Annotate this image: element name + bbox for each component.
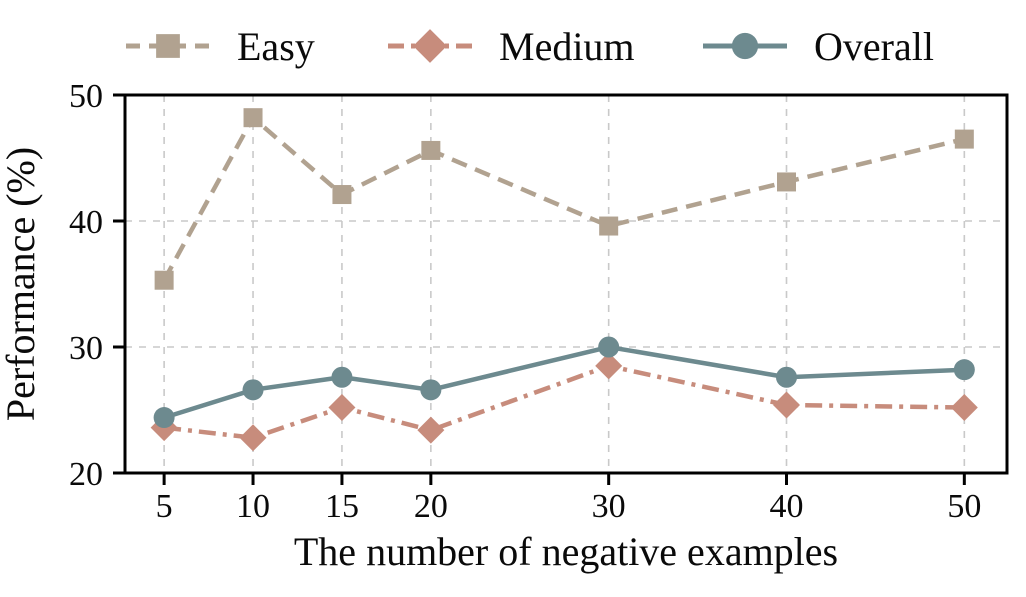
series-medium-markers <box>150 352 978 452</box>
square-marker <box>332 185 352 205</box>
diamond-marker <box>328 393 356 421</box>
x-tick-label: 20 <box>414 488 448 525</box>
x-tick-label: 40 <box>770 488 804 525</box>
series-overall-markers <box>153 336 975 429</box>
plot-border <box>123 93 1009 475</box>
x-tick-label: 10 <box>236 488 270 525</box>
legend-item-medium: Medium <box>388 24 635 69</box>
y-axis-title: Performance (%) <box>0 147 43 421</box>
x-tick-label: 5 <box>156 488 173 525</box>
series-easy-markers <box>154 108 974 290</box>
circle-marker <box>953 359 975 381</box>
y-tick-label: 30 <box>69 330 103 367</box>
x-tick-label: 50 <box>947 488 981 525</box>
square-marker <box>421 140 441 160</box>
legend-item-easy: Easy <box>126 24 315 69</box>
circle-marker <box>776 366 797 388</box>
diamond-marker <box>595 352 623 380</box>
legend-label: Medium <box>499 24 635 69</box>
x-axis: 5 10 15 20 30 40 50 <box>156 473 981 525</box>
legend-label: Overall <box>814 24 934 69</box>
y-tick-label: 20 <box>69 456 103 493</box>
square-marker <box>243 108 263 128</box>
y-tick-label: 50 <box>69 78 103 115</box>
circle-marker <box>242 379 264 401</box>
square-marker <box>954 129 974 149</box>
x-tick-label: 15 <box>325 488 359 525</box>
diamond-marker <box>413 29 447 63</box>
legend-label: Easy <box>237 24 315 69</box>
circle-marker <box>153 407 175 429</box>
diamond-marker <box>773 391 800 419</box>
legend-item-overall: Overall <box>703 24 934 69</box>
y-tick-label: 40 <box>69 204 103 241</box>
x-axis-title: The number of negative examples <box>294 529 838 574</box>
y-axis: 20 30 40 50 <box>69 78 125 493</box>
series-easy-line <box>162 114 965 282</box>
legend: Easy Medium Overall <box>126 24 934 69</box>
diamond-marker <box>417 416 445 444</box>
circle-marker <box>598 336 620 358</box>
circle-marker <box>420 379 442 401</box>
square-marker <box>156 34 180 58</box>
x-tick-label: 30 <box>592 488 626 525</box>
square-marker <box>777 172 796 192</box>
circle-marker <box>731 32 759 60</box>
gridlines <box>125 95 1007 473</box>
square-marker <box>599 216 619 236</box>
diamond-marker <box>950 393 978 421</box>
diamond-marker <box>239 424 267 452</box>
circle-marker <box>331 366 353 388</box>
square-marker <box>154 270 174 290</box>
